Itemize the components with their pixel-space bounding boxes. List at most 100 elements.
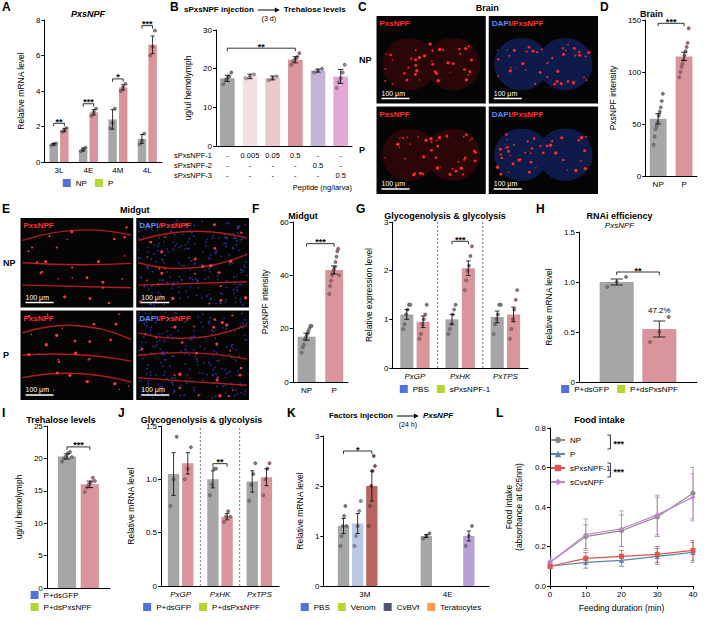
svg-text:DAPI/PxsNPF: DAPI/PxsNPF xyxy=(492,110,544,119)
svg-text:Midgut: Midgut xyxy=(120,205,150,215)
svg-text:8: 8 xyxy=(36,16,41,25)
svg-text:***: *** xyxy=(315,237,326,247)
svg-text:F: F xyxy=(252,202,259,216)
svg-text:sPxsNPF injection: sPxsNPF injection xyxy=(184,5,254,14)
svg-text:0.05: 0.05 xyxy=(265,151,280,160)
svg-text:40: 40 xyxy=(280,271,289,280)
svg-text:***: *** xyxy=(142,19,153,29)
svg-text:0.2: 0.2 xyxy=(535,542,547,551)
svg-text:sPxsNPF-3: sPxsNPF-3 xyxy=(174,171,212,180)
svg-text:Trehalose levels: Trehalose levels xyxy=(284,5,346,14)
svg-text:-: - xyxy=(339,161,342,170)
svg-text:P: P xyxy=(108,179,113,188)
svg-text:***: *** xyxy=(613,467,624,477)
svg-text:0.5: 0.5 xyxy=(335,171,345,180)
svg-text:sPxsNPF-1: sPxsNPF-1 xyxy=(174,151,212,160)
svg-text:PxsNPF: PxsNPF xyxy=(24,221,54,230)
svg-text:Food intake: Food intake xyxy=(574,415,625,425)
svg-text:Glycogenolysis & glycolysis: Glycogenolysis & glycolysis xyxy=(141,415,263,425)
svg-text:P+dsPxsNPF: P+dsPxsNPF xyxy=(212,603,260,612)
svg-text:PxsNPF: PxsNPF xyxy=(380,110,410,119)
svg-text:-: - xyxy=(317,171,320,180)
svg-text:PxGP: PxGP xyxy=(405,372,427,381)
svg-text:Factors injection: Factors injection xyxy=(329,411,393,420)
svg-text:1: 1 xyxy=(315,532,320,541)
svg-text:0: 0 xyxy=(384,364,389,373)
svg-text:L: L xyxy=(496,406,503,420)
svg-text:3M: 3M xyxy=(359,590,370,599)
svg-text:0.0: 0.0 xyxy=(535,582,547,591)
svg-text:3L: 3L xyxy=(55,166,64,175)
svg-text:10: 10 xyxy=(203,103,212,112)
svg-text:**: ** xyxy=(56,117,64,127)
svg-text:4L: 4L xyxy=(143,166,152,175)
svg-text:NP: NP xyxy=(301,386,312,395)
svg-text:G: G xyxy=(356,202,365,216)
svg-text:4M: 4M xyxy=(112,166,123,175)
svg-text:*: * xyxy=(116,72,120,82)
svg-text:100 μm: 100 μm xyxy=(494,90,518,98)
svg-text:P+dsPxsNPF: P+dsPxsNPF xyxy=(44,603,92,612)
svg-text:0.6: 0.6 xyxy=(535,463,547,472)
svg-text:ug/ul hemolymph: ug/ul hemolymph xyxy=(14,474,24,539)
svg-text:RNAi efficiency: RNAi efficiency xyxy=(586,211,652,221)
svg-text:-: - xyxy=(226,151,229,160)
svg-text:47.2%: 47.2% xyxy=(648,306,671,315)
svg-text:-: - xyxy=(271,171,274,180)
svg-text:Food intake: Food intake xyxy=(504,485,514,530)
svg-text:I: I xyxy=(2,406,5,420)
svg-text:NP: NP xyxy=(76,179,87,188)
svg-text:0: 0 xyxy=(284,378,289,387)
svg-text:-: - xyxy=(249,171,252,180)
svg-text:P: P xyxy=(570,450,575,459)
svg-text:PxsNPF: PxsNPF xyxy=(423,411,454,420)
svg-text:ug/ul hemolymph: ug/ul hemolymph xyxy=(183,55,193,120)
svg-text:10: 10 xyxy=(581,590,590,599)
svg-text:20: 20 xyxy=(617,590,626,599)
svg-text:H: H xyxy=(536,202,545,216)
svg-text:-: - xyxy=(226,171,229,180)
svg-text:*: * xyxy=(356,445,360,455)
svg-text:20: 20 xyxy=(203,64,212,73)
svg-text:NP: NP xyxy=(359,55,372,65)
svg-text:-: - xyxy=(339,151,342,160)
svg-text:0: 0 xyxy=(637,172,642,181)
svg-text:0: 0 xyxy=(153,582,158,591)
svg-text:20: 20 xyxy=(280,324,289,333)
svg-text:15: 15 xyxy=(34,486,43,495)
svg-text:A: A xyxy=(2,0,11,14)
svg-text:P: P xyxy=(332,386,337,395)
svg-text:sPxsNPF-1: sPxsNPF-1 xyxy=(570,464,611,473)
svg-text:***: *** xyxy=(455,235,466,245)
svg-text:DAPI/PxsNPF: DAPI/PxsNPF xyxy=(492,19,544,28)
svg-text:PxTPS: PxTPS xyxy=(493,372,519,381)
svg-text:P+dsGFP: P+dsGFP xyxy=(156,603,191,612)
svg-text:0.5: 0.5 xyxy=(290,151,300,160)
svg-text:10: 10 xyxy=(34,519,43,528)
svg-text:5: 5 xyxy=(38,551,43,560)
svg-text:100: 100 xyxy=(628,68,642,77)
svg-text:20: 20 xyxy=(34,454,43,463)
svg-text:0.005: 0.005 xyxy=(241,151,260,160)
svg-text:30: 30 xyxy=(653,590,662,599)
svg-text:1.0: 1.0 xyxy=(564,278,576,287)
svg-text:100 μm: 100 μm xyxy=(382,180,406,188)
svg-text:-: - xyxy=(294,171,297,180)
svg-text:(absorbance at 625nm): (absorbance at 625nm) xyxy=(514,463,524,551)
svg-text:PxHK: PxHK xyxy=(210,590,231,599)
svg-text:0: 0 xyxy=(315,582,320,591)
svg-text:PxsNPF intensity: PxsNPF intensity xyxy=(608,65,618,130)
svg-text:Venom: Venom xyxy=(351,603,376,612)
svg-text:Feeding duration (min): Feeding duration (min) xyxy=(579,603,665,613)
svg-text:sPxsNPF-1: sPxsNPF-1 xyxy=(450,385,491,394)
svg-text:2: 2 xyxy=(36,122,41,131)
svg-text:100 μm: 100 μm xyxy=(382,90,406,98)
svg-text:2: 2 xyxy=(315,482,320,491)
svg-text:Midgut: Midgut xyxy=(288,211,318,221)
svg-text:0: 0 xyxy=(548,590,553,599)
svg-text:100 μm: 100 μm xyxy=(141,294,165,302)
svg-text:1: 1 xyxy=(384,315,389,324)
svg-text:0.8: 0.8 xyxy=(535,424,547,433)
svg-text:-: - xyxy=(317,151,320,160)
svg-text:PBS: PBS xyxy=(314,603,330,612)
